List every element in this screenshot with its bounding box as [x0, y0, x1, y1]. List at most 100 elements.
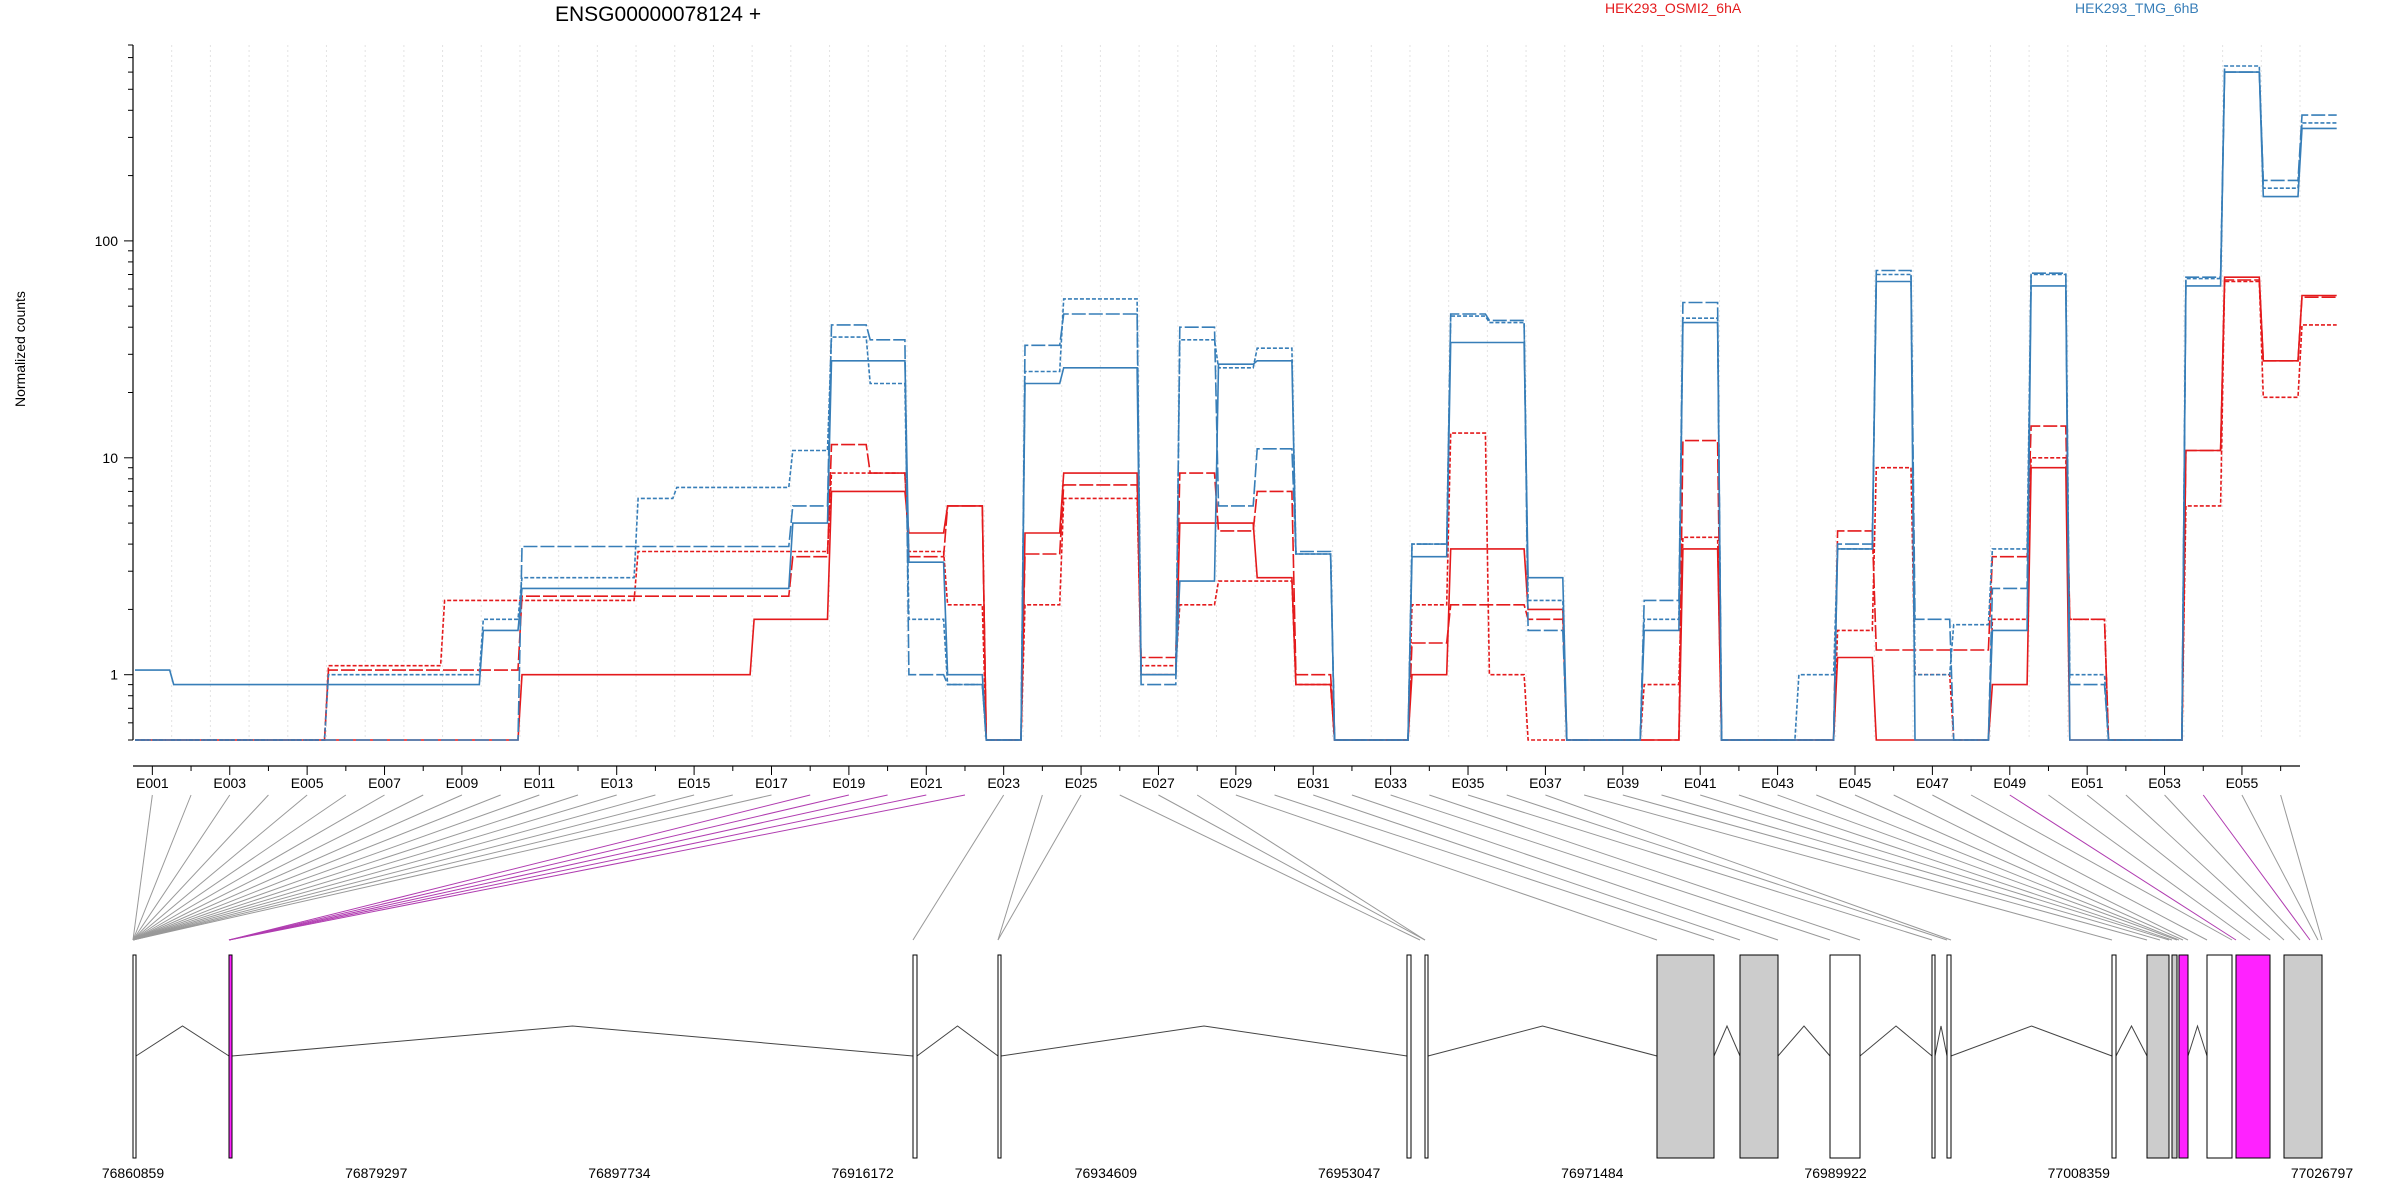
x-tick-label: E047 [1916, 775, 1949, 791]
intron-connector [1859, 1025, 1933, 1057]
intron-connector [2187, 1024, 2208, 1057]
series-line-1 [135, 279, 2337, 741]
exon-link-line [2009, 794, 2237, 941]
exon-link-line [1274, 794, 1715, 941]
exon-link-line [2280, 794, 2323, 941]
exon-link-line [132, 794, 617, 941]
exon-link-line [1119, 794, 1421, 941]
exon-box [2283, 954, 2323, 1159]
genome-coordinate-label: 76860859 [102, 1165, 165, 1181]
intron-connector [1950, 1025, 2113, 1057]
x-tick-label: E025 [1065, 775, 1098, 791]
x-tick-label: E043 [1761, 775, 1794, 791]
exon-box [912, 954, 918, 1159]
exon-link-line [132, 794, 192, 941]
exon-link-line [1893, 794, 2189, 941]
x-tick-label: E007 [368, 775, 401, 791]
series-line-3 [135, 71, 2337, 741]
exon-link-line [1313, 794, 1741, 941]
exon-link-line [1970, 794, 2233, 941]
exon-link-line [1545, 794, 1952, 941]
exon-link-line [1661, 794, 2161, 941]
intron-connector [231, 1025, 914, 1057]
exon-link-line [1429, 794, 1861, 941]
exon-link-line [132, 794, 385, 941]
exon-link-line [132, 794, 231, 941]
exon-link-line [228, 794, 888, 941]
x-tick-label: E045 [1839, 775, 1872, 791]
exon-link-line [1738, 794, 2173, 941]
exon-link-line [132, 794, 772, 941]
exon-box [2235, 954, 2271, 1159]
exon-link-line [1158, 794, 1426, 941]
genome-coordinate-label: 76989922 [1804, 1165, 1867, 1181]
series-line-4 [135, 71, 2337, 741]
exon-box [2206, 954, 2233, 1159]
exon-link-line [1351, 794, 1779, 941]
x-tick-label: E009 [446, 775, 479, 791]
exon-link-line [132, 794, 695, 941]
genome-coordinate-label: 76971484 [1561, 1165, 1624, 1181]
exon-link-line [912, 794, 1005, 941]
exon-box [1829, 954, 1861, 1159]
x-tick-label: E031 [1297, 775, 1330, 791]
intron-connector [1934, 1025, 1948, 1057]
genome-coordinate-label: 76916172 [832, 1165, 895, 1181]
exon-link-line [2164, 794, 2301, 941]
exon-link-line [2202, 794, 2311, 941]
genome-coordinate-label: 76879297 [345, 1165, 408, 1181]
exon-link-line [1235, 794, 1658, 941]
exon-link-line [1390, 794, 1831, 941]
x-tick-label: E041 [1684, 775, 1717, 791]
exon-link-line [132, 794, 153, 941]
x-tick-label: E049 [1993, 775, 2026, 791]
exon-link-line [1700, 794, 2170, 941]
exon-link-line [997, 794, 1082, 941]
x-tick-label: E023 [987, 775, 1020, 791]
exon-link-line [228, 794, 927, 941]
exon-link-line [1932, 794, 2208, 941]
exon-link-line [1467, 794, 1933, 941]
legend-entry-osmi: HEK293_OSMI2_6hA [1605, 0, 1742, 16]
exon-link-line [132, 794, 656, 941]
x-tick-label: E003 [213, 775, 246, 791]
exon-box [997, 954, 1002, 1159]
legend-entry-tmg: HEK293_TMG_6hB [2075, 0, 2199, 16]
exon-link-line [2241, 794, 2319, 941]
exon-link-line [1196, 794, 1426, 941]
genome-coordinate-label: 77008359 [2048, 1165, 2111, 1181]
x-tick-label: E017 [755, 775, 788, 791]
exon-link-line [132, 794, 424, 941]
exon-box [2178, 954, 2189, 1159]
intron-connector [1000, 1025, 1408, 1057]
exon-link-line [228, 794, 966, 941]
y-tick-label: 10 [102, 450, 118, 466]
x-tick-label: E015 [678, 775, 711, 791]
x-tick-label: E027 [1142, 775, 1175, 791]
exon-link-line [2048, 794, 2251, 941]
x-tick-label: E033 [1374, 775, 1407, 791]
exon-link-line [2125, 794, 2285, 941]
exon-box [1656, 954, 1715, 1159]
exon-link-line [997, 794, 1043, 941]
x-tick-label: E019 [833, 775, 866, 791]
exon-link-line [1854, 794, 2184, 941]
x-tick-label: E013 [600, 775, 633, 791]
exon-link-line [132, 794, 733, 941]
x-tick-label: E005 [291, 775, 324, 791]
exon-box [1931, 954, 1936, 1159]
exon-link-line [1583, 794, 2113, 941]
exon-link-line [228, 794, 849, 941]
exon-box [132, 954, 137, 1159]
exon-box [1406, 954, 1412, 1159]
intron-connector [916, 1025, 999, 1057]
x-tick-label: E051 [2071, 775, 2104, 791]
genome-coordinate-label: 77026797 [2291, 1165, 2354, 1181]
intron-connector [1713, 1024, 1741, 1057]
exon-link-line [132, 794, 579, 941]
intron-connector [135, 1025, 230, 1057]
x-tick-label: E001 [136, 775, 169, 791]
exon-link-line [1622, 794, 2148, 941]
